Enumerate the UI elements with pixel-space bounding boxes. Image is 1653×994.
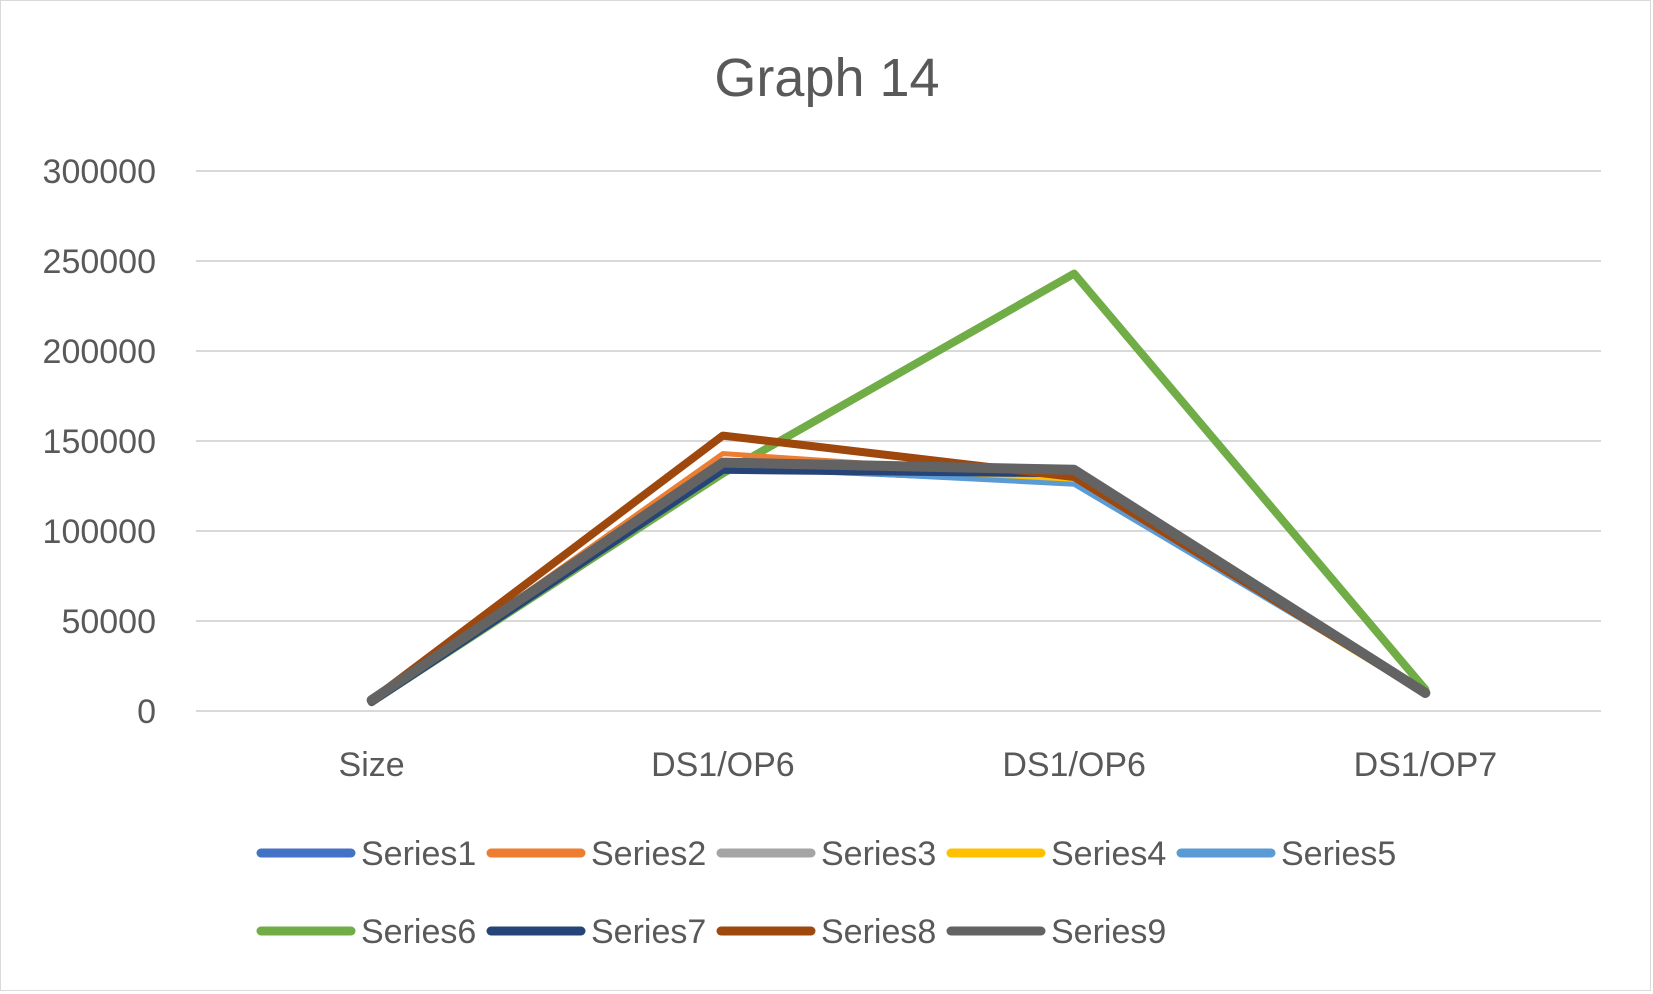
- y-tick-label: 150000: [43, 423, 156, 461]
- y-tick-label: 0: [137, 693, 156, 731]
- legend-label: Series7: [591, 913, 706, 951]
- x-tick-label: DS1/OP6: [651, 746, 795, 784]
- legend: Series1 Series2 Series3 Series4 Series5 Serie…: [256, 835, 1396, 951]
- legend-item: Series1: [256, 835, 476, 873]
- chart-title: Graph 14: [714, 48, 939, 108]
- legend-label: Series8: [821, 913, 936, 951]
- legend-item: Series3: [716, 835, 936, 873]
- legend-item: Series6: [256, 913, 476, 951]
- legend-label: Series3: [821, 835, 936, 873]
- x-tick-label: DS1/OP6: [1002, 746, 1146, 784]
- legend-label: Series6: [361, 913, 476, 951]
- legend-item: Series9: [946, 913, 1166, 951]
- legend-item: Series7: [486, 913, 706, 951]
- series-line-series6: [367, 269, 1430, 706]
- legend-label: Series1: [361, 835, 476, 873]
- legend-item: Series4: [946, 835, 1166, 873]
- legend-label: Series2: [591, 835, 706, 873]
- gridlines: [196, 170, 1601, 712]
- x-tick-label: DS1/OP7: [1354, 746, 1498, 784]
- series-line-series9: [366, 457, 1431, 706]
- legend-item: Series8: [716, 913, 936, 951]
- legend-label: Series5: [1281, 835, 1396, 873]
- y-tick-label: 200000: [43, 333, 156, 371]
- y-tick-label: 250000: [43, 243, 156, 281]
- y-tick-label: 300000: [43, 153, 156, 191]
- legend-label: Series9: [1051, 913, 1166, 951]
- y-axis-ticks: 0 50000 100000 150000 200000 250000 300000: [43, 153, 156, 731]
- y-tick-label: 100000: [43, 513, 156, 551]
- y-tick-label: 50000: [61, 603, 156, 641]
- legend-item: Series5: [1176, 835, 1396, 873]
- x-axis-ticks: Size DS1/OP6 DS1/OP6 DS1/OP7: [339, 746, 1498, 784]
- series-lines: [366, 269, 1431, 707]
- legend-label: Series4: [1051, 835, 1166, 873]
- legend-item: Series2: [486, 835, 706, 873]
- x-tick-label: Size: [339, 746, 405, 784]
